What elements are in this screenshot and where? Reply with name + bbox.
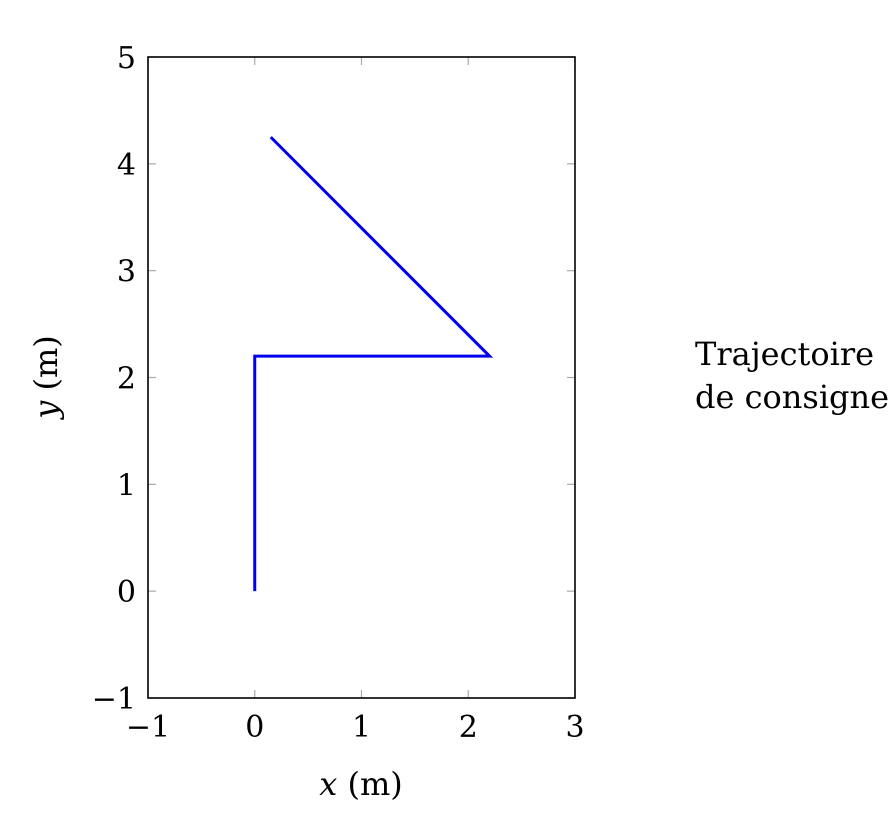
y-axis-variable: y	[27, 400, 65, 421]
y-tick-labels: −1 0 1 2 3 4 5	[92, 41, 136, 717]
x-axis-label: x (m)	[319, 765, 403, 803]
y-tick-label: −1	[92, 682, 136, 717]
y-tick-label: 4	[117, 148, 136, 183]
y-tick-label: 3	[117, 255, 136, 290]
y-tick-label: 5	[117, 41, 136, 76]
x-tick-label: 3	[565, 710, 584, 745]
tick-marks	[147, 56, 576, 699]
y-tick-label: 1	[117, 468, 136, 503]
series-line	[253, 136, 494, 592]
x-tick-labels: −1 0 1 2 3	[126, 710, 585, 745]
x-tick-label: −1	[126, 710, 170, 745]
y-axis-unit: (m)	[27, 335, 65, 400]
x-axis-unit: (m)	[337, 765, 402, 803]
legend-line-1: Trajectoire	[695, 335, 874, 373]
y-tick-label: 2	[117, 362, 136, 397]
plot-frame	[147, 56, 576, 699]
x-axis-variable: x	[319, 765, 337, 803]
x-tick-label: 1	[352, 710, 371, 745]
x-tick-label: 2	[459, 710, 478, 745]
y-tick-label: 0	[117, 575, 136, 610]
legend-line-2: de consigne	[695, 378, 889, 416]
y-axis-label: y (m)	[27, 335, 65, 421]
x-tick-label: 0	[245, 710, 264, 745]
legend: Trajectoire de consigne	[695, 335, 889, 416]
series-group	[253, 136, 494, 592]
